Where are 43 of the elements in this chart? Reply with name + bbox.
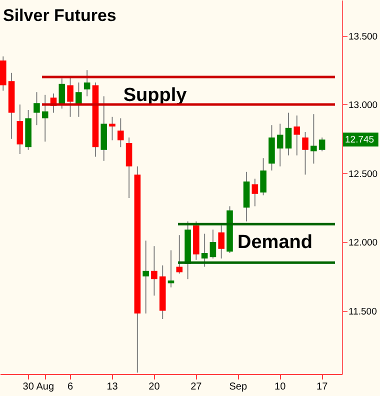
candlestick xyxy=(210,229,216,259)
x-tick-label: 30 xyxy=(22,382,34,392)
candlestick xyxy=(34,92,40,126)
y-tick-label: 12.500 xyxy=(348,168,378,180)
candlestick xyxy=(109,116,116,141)
candlestick xyxy=(67,76,74,118)
candlestick xyxy=(142,240,149,314)
candlestick xyxy=(318,137,326,152)
candlestick xyxy=(201,233,208,268)
candlestick xyxy=(42,94,48,142)
y-tick-label: 13.000 xyxy=(348,100,378,111)
text: 12.745 xyxy=(345,134,374,146)
candlestick xyxy=(16,104,24,154)
y-tick-label: 13.500 xyxy=(348,31,378,42)
candlestick xyxy=(302,132,308,176)
x-tick-label: Sep xyxy=(229,382,248,392)
candlestick xyxy=(252,178,258,207)
candlestick xyxy=(276,123,284,167)
candlestick xyxy=(168,250,174,288)
candlestick xyxy=(117,118,124,148)
candlestick xyxy=(126,137,132,198)
x-tick-label: 6 xyxy=(68,382,74,392)
chart-title: Silver Futures xyxy=(3,6,116,25)
x-tick-label: Aug xyxy=(36,382,54,392)
candlestick xyxy=(260,158,266,196)
ref-line-label: Demand xyxy=(238,232,312,254)
x-tick-label: 17 xyxy=(316,382,328,392)
y-tick-label: 12.000 xyxy=(348,238,378,248)
candlestick xyxy=(176,234,183,274)
y-tick-label: 11.500 xyxy=(348,306,377,318)
candlestick xyxy=(294,115,300,156)
ref-line-label: Supply xyxy=(123,85,188,106)
x-tick-label: 20 xyxy=(148,382,160,392)
candlestick xyxy=(310,114,317,164)
candlestick xyxy=(218,225,225,259)
x-tick-label: 10 xyxy=(274,382,286,392)
candlestick xyxy=(76,82,82,118)
x-tick-label: 27 xyxy=(190,382,202,392)
candlestick xyxy=(151,246,158,296)
candlestick xyxy=(84,70,90,97)
x-tick-label: 13 xyxy=(106,382,118,392)
candlestick xyxy=(285,112,292,156)
candlestick xyxy=(58,78,66,110)
